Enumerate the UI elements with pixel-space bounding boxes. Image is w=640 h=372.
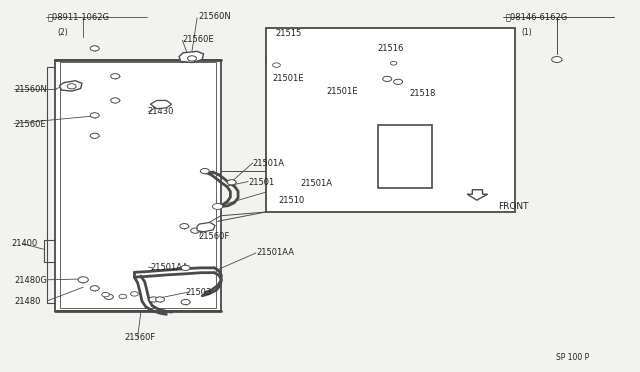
Text: 21480G: 21480G	[14, 276, 47, 285]
Circle shape	[552, 57, 562, 62]
Circle shape	[212, 203, 223, 209]
Circle shape	[156, 297, 164, 302]
Text: 21501E: 21501E	[272, 74, 303, 83]
Circle shape	[227, 180, 236, 185]
Polygon shape	[197, 222, 215, 232]
Polygon shape	[60, 62, 216, 308]
Circle shape	[78, 277, 88, 283]
Circle shape	[111, 74, 120, 79]
Circle shape	[149, 297, 158, 302]
Circle shape	[131, 292, 138, 296]
Text: 21501AA: 21501AA	[256, 248, 294, 257]
Circle shape	[191, 228, 200, 233]
Circle shape	[383, 76, 392, 81]
Circle shape	[102, 292, 109, 297]
Text: 21510: 21510	[278, 196, 305, 205]
Text: 21400: 21400	[12, 239, 38, 248]
Polygon shape	[60, 62, 216, 308]
Text: 21501A: 21501A	[253, 159, 285, 168]
Text: 21560F: 21560F	[125, 333, 156, 342]
Text: 21560E: 21560E	[182, 35, 214, 44]
Bar	[266, 28, 515, 212]
Circle shape	[119, 294, 127, 299]
Text: 21560N: 21560N	[198, 12, 231, 21]
Circle shape	[90, 133, 99, 138]
Text: ⓝ08911-1062G: ⓝ08911-1062G	[48, 12, 110, 21]
Circle shape	[181, 265, 190, 270]
Polygon shape	[60, 81, 82, 91]
Circle shape	[90, 286, 99, 291]
Text: 21516: 21516	[378, 44, 404, 53]
Circle shape	[200, 169, 209, 174]
Text: 21515: 21515	[275, 29, 301, 38]
Text: 21560E: 21560E	[14, 120, 45, 129]
Circle shape	[90, 46, 99, 51]
Circle shape	[394, 79, 403, 84]
Text: 21560F: 21560F	[198, 232, 230, 241]
Circle shape	[200, 224, 209, 230]
Text: (2): (2)	[58, 28, 68, 37]
Text: FRONT: FRONT	[498, 202, 529, 211]
Text: (1): (1)	[522, 28, 532, 37]
Circle shape	[67, 84, 76, 89]
Polygon shape	[467, 190, 488, 200]
Polygon shape	[150, 100, 172, 109]
Circle shape	[188, 56, 196, 61]
Text: 21503: 21503	[186, 288, 212, 296]
Text: 21501: 21501	[248, 178, 275, 187]
Text: 21480: 21480	[14, 297, 40, 306]
Bar	[378, 125, 432, 188]
Text: 21560N: 21560N	[14, 85, 47, 94]
Polygon shape	[179, 51, 204, 62]
Text: 21501E: 21501E	[326, 87, 358, 96]
Text: 21501AA: 21501AA	[150, 263, 188, 272]
Text: SP 100 P: SP 100 P	[556, 353, 589, 362]
Text: 21501A: 21501A	[301, 179, 333, 187]
Circle shape	[181, 299, 190, 305]
Text: 21518: 21518	[410, 89, 436, 97]
Circle shape	[390, 61, 397, 65]
Circle shape	[180, 224, 189, 229]
Polygon shape	[55, 60, 221, 311]
Circle shape	[90, 113, 99, 118]
Circle shape	[104, 294, 113, 299]
Circle shape	[111, 98, 120, 103]
Text: 21430: 21430	[147, 107, 173, 116]
Circle shape	[273, 63, 280, 67]
Text: Ⓢ08146-6162G: Ⓢ08146-6162G	[506, 12, 568, 21]
